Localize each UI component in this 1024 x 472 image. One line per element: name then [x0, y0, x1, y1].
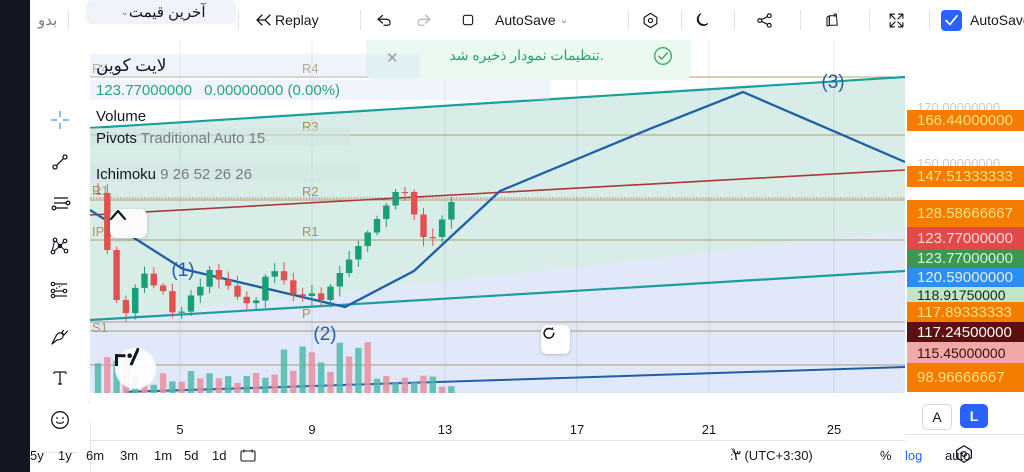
svg-text:(2): (2) [313, 324, 336, 345]
svg-text:P: P [302, 306, 311, 321]
svg-text:(3): (3) [821, 72, 844, 93]
svg-text:IP: IP [92, 224, 104, 239]
svg-text:R2: R2 [302, 184, 319, 199]
svg-text:R1: R1 [302, 224, 319, 239]
svg-text:S1: S1 [92, 320, 108, 335]
svg-text:(1): (1) [171, 260, 194, 281]
